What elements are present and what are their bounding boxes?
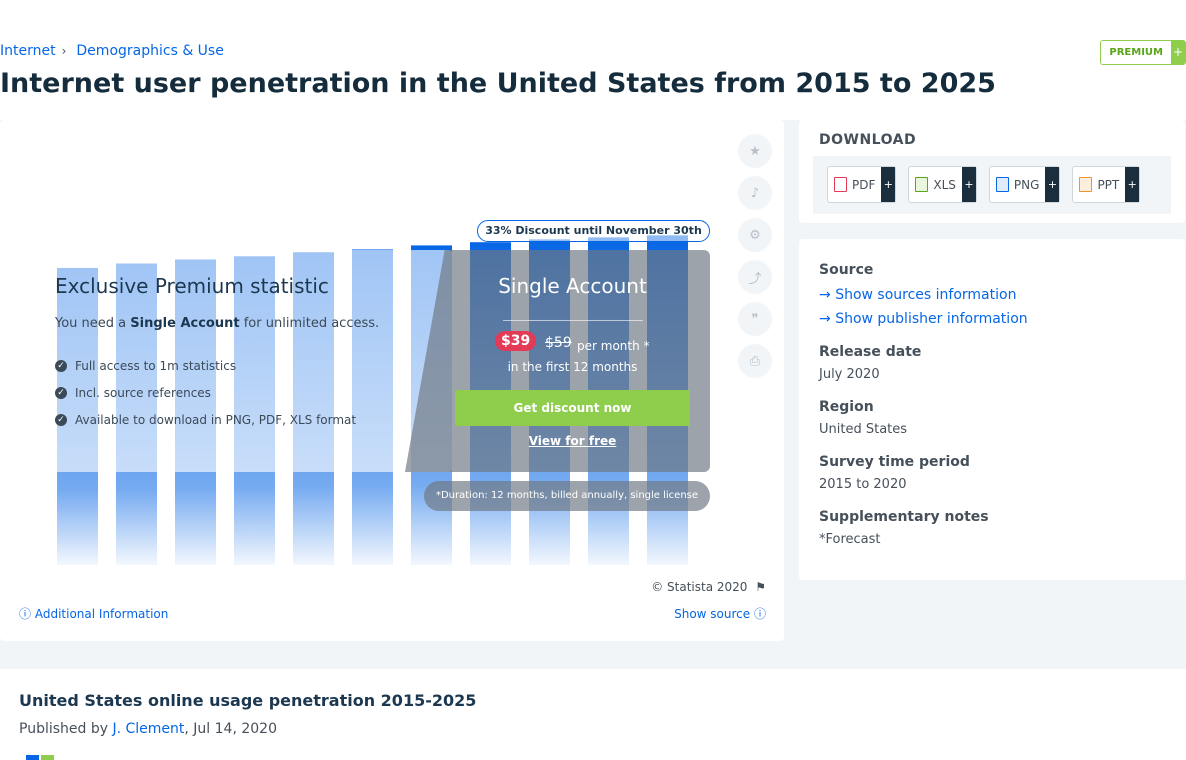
show-publisher-label: Show publisher information <box>835 311 1028 327</box>
premium-label: PREMIUM <box>1101 41 1171 64</box>
need-prefix: You need a <box>55 316 127 331</box>
premium-overlay <box>34 250 454 472</box>
additional-info-label: Additional Information <box>34 607 169 621</box>
show-publisher-link[interactable]: → Show publisher information <box>819 311 1028 327</box>
price-old: $59 <box>545 335 572 351</box>
feature-item: ✓ Incl. source references <box>55 386 211 400</box>
feature-label: Full access to 1m statistics <box>75 359 237 373</box>
region-label: Region <box>819 399 874 415</box>
show-sources-label: Show sources information <box>835 287 1017 303</box>
ppt-label: PPT <box>1097 177 1120 192</box>
ppt-file-icon <box>1079 177 1093 192</box>
view-for-free-link[interactable]: View for free <box>528 434 617 448</box>
get-discount-button[interactable]: Get discount now <box>455 390 690 426</box>
arrow-right-icon: → <box>819 311 836 327</box>
breadcrumb-internet[interactable]: Internet <box>0 43 56 59</box>
publish-date: , Jul 14, 2020 <box>184 721 277 737</box>
download-title: DOWNLOAD <box>819 132 917 148</box>
top-bar: Internet › Demographics & Use PREMIUM + … <box>0 0 1186 120</box>
chart-panel: ★ ♪ ⚙ ⤴ ❞ ⎙ 33% Discount until November … <box>0 120 784 641</box>
feature-item: ✓ Available to download in PNG, PDF, XLS… <box>55 413 356 427</box>
download-pdf-button[interactable]: PDF + <box>827 166 897 203</box>
overlay-need-text: You need a Single Account for unlimited … <box>55 316 379 331</box>
show-sources-link[interactable]: → Show sources information <box>819 287 1016 303</box>
info-icon: ⓘ <box>753 607 766 621</box>
download-buttons: PDF + XLS + PNG + PPT + <box>813 156 1171 214</box>
breadcrumb-separator: › <box>61 44 67 58</box>
copyright[interactable]: © Statista 2020 ⚑ <box>651 580 766 594</box>
survey-label: Survey time period <box>819 454 970 470</box>
info-icon: ⓘ <box>19 607 32 621</box>
breadcrumb-demographics[interactable]: Demographics & Use <box>76 43 224 59</box>
print-icon[interactable]: ⎙ <box>738 344 772 378</box>
feature-label: Incl. source references <box>75 386 211 400</box>
published-by: Published by <box>19 721 109 737</box>
check-icon: ✓ <box>55 387 67 399</box>
pdf-label: PDF <box>852 177 876 192</box>
star-icon[interactable]: ★ <box>738 134 772 168</box>
need-suffix: for unlimited access. <box>243 316 380 331</box>
discount-pill: 33% Discount until November 30th <box>477 220 710 242</box>
notes-value: *Forecast <box>819 532 881 547</box>
duration-note: *Duration: 12 months, billed annually, s… <box>424 481 710 511</box>
flag-icon: ⚑ <box>755 580 766 594</box>
survey-value: 2015 to 2020 <box>819 477 907 492</box>
download-ppt-button[interactable]: PPT + <box>1072 166 1141 203</box>
account-overlay <box>405 250 710 472</box>
release-value: July 2020 <box>819 367 880 382</box>
xls-file-icon <box>915 177 929 192</box>
plus-icon: + <box>961 167 976 202</box>
need-account: Single Account <box>130 316 240 331</box>
feature-label: Available to download in PNG, PDF, XLS f… <box>75 413 357 427</box>
account-title: Single Account <box>498 274 647 298</box>
report-card: United States online usage penetration 2… <box>0 669 1186 760</box>
download-panel: DOWNLOAD PDF + XLS + PNG + PPT + <box>799 120 1185 223</box>
additional-info-link[interactable]: ⓘ Additional Information <box>19 605 168 622</box>
first-months: in the first 12 months <box>507 360 638 374</box>
plus-icon: + <box>881 167 896 202</box>
page-title: Internet user penetration in the United … <box>0 68 996 99</box>
xls-label: XLS <box>933 177 956 192</box>
author-link[interactable]: J. Clement <box>112 721 185 737</box>
copyright-text: © Statista 2020 <box>651 580 748 594</box>
check-icon: ✓ <box>55 414 67 426</box>
gear-icon[interactable]: ⚙ <box>738 218 772 252</box>
plus-icon: + <box>1045 167 1060 202</box>
report-icon <box>26 755 54 760</box>
png-file-icon <box>995 177 1009 192</box>
plus-icon: + <box>1171 41 1185 64</box>
check-icon: ✓ <box>55 360 67 372</box>
divider <box>503 320 643 321</box>
premium-button[interactable]: PREMIUM + <box>1100 40 1186 65</box>
share-icon[interactable]: ⤴ <box>738 260 772 294</box>
notes-label: Supplementary notes <box>819 509 989 525</box>
price-new: $39 <box>495 331 537 351</box>
release-label: Release date <box>819 344 922 360</box>
plus-icon: + <box>1125 167 1140 202</box>
side-toolbar: ★ ♪ ⚙ ⤴ ❞ ⎙ <box>738 134 772 386</box>
report-title[interactable]: United States online usage penetration 2… <box>19 691 477 710</box>
quote-icon[interactable]: ❞ <box>738 302 772 336</box>
region-value: United States <box>819 422 908 437</box>
pdf-file-icon <box>834 177 847 192</box>
download-png-button[interactable]: PNG + <box>988 166 1061 203</box>
info-panel: Source → Show sources information → Show… <box>799 239 1185 580</box>
overlay-title: Exclusive Premium statistic <box>55 274 329 298</box>
show-source-label: Show source <box>674 607 751 621</box>
breadcrumb: Internet › Demographics & Use <box>0 43 224 59</box>
show-source-link[interactable]: Show source ⓘ <box>674 605 766 622</box>
per-month: per month * <box>577 339 650 353</box>
png-label: PNG <box>1013 177 1040 192</box>
feature-item: ✓ Full access to 1m statistics <box>55 359 236 373</box>
arrow-right-icon: → <box>819 287 836 303</box>
download-xls-button[interactable]: XLS + <box>908 166 977 203</box>
bell-icon[interactable]: ♪ <box>738 176 772 210</box>
published-line: Published by J. Clement, Jul 14, 2020 <box>19 721 277 737</box>
source-label: Source <box>819 262 874 278</box>
